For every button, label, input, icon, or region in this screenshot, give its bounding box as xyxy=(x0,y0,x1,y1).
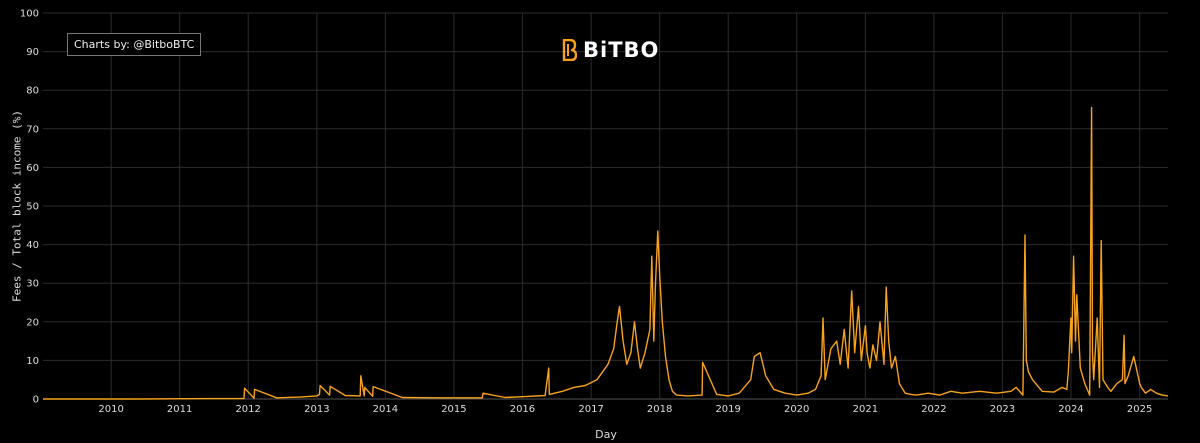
bitbo-logo: BiTBO xyxy=(561,38,659,62)
x-tick-label: 2010 xyxy=(98,404,123,415)
y-tick-label: 0 xyxy=(33,395,39,406)
y-tick-label: 70 xyxy=(26,124,39,135)
y-tick-label: 10 xyxy=(26,356,39,367)
x-axis-ticks: 2010 2011 2012 2013 2014 2015 2016 2017 2018 2019… xyxy=(98,404,1152,415)
logo-text: BiTBO xyxy=(583,38,660,62)
y-tick-label: 30 xyxy=(26,279,39,290)
y-tick-label: 90 xyxy=(26,47,39,58)
x-tick-label: 2021 xyxy=(853,404,878,415)
y-axis-ticks: 0 10 20 30 40 50 60 70 80 90 100 xyxy=(20,9,39,406)
x-tick-label: 2011 xyxy=(167,404,192,415)
x-axis-label: Day xyxy=(595,428,617,441)
x-tick-label: 2016 xyxy=(510,404,535,415)
x-tick-label: 2023 xyxy=(990,404,1015,415)
x-tick-label: 2012 xyxy=(235,404,260,415)
x-tick-label: 2020 xyxy=(784,404,809,415)
y-axis-label: Fees / Total block income (%) xyxy=(10,109,24,303)
bitbo-b-icon xyxy=(562,39,577,61)
x-tick-label: 2014 xyxy=(373,404,398,415)
x-tick-label: 2015 xyxy=(441,404,466,415)
x-tick-label: 2025 xyxy=(1127,404,1152,415)
x-tick-label: 2017 xyxy=(578,404,603,415)
y-tick-label: 80 xyxy=(26,86,39,97)
x-tick-label: 2019 xyxy=(715,404,740,415)
x-tick-label: 2018 xyxy=(647,404,672,415)
x-tick-label: 2022 xyxy=(921,404,946,415)
y-tick-label: 100 xyxy=(20,9,39,20)
y-tick-label: 60 xyxy=(26,163,39,174)
x-tick-label: 2013 xyxy=(304,404,329,415)
credit-label: Charts by: @BitboBTC xyxy=(67,33,202,56)
y-tick-label: 50 xyxy=(26,202,39,213)
series-line xyxy=(43,106,1169,400)
grid xyxy=(43,12,1168,400)
x-tick-label: 2024 xyxy=(1058,404,1083,415)
y-tick-label: 20 xyxy=(26,317,39,328)
y-tick-label: 40 xyxy=(26,240,39,251)
